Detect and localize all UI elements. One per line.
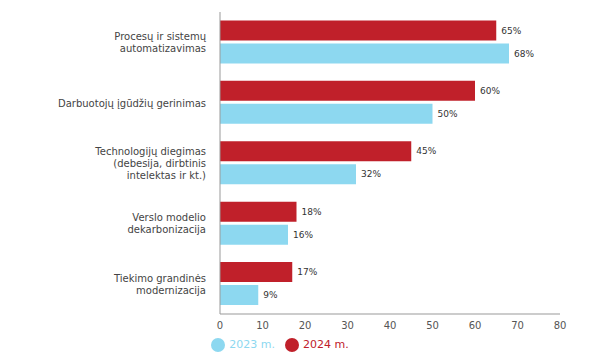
svg-text:18%: 18% [302,207,322,217]
svg-text:16%: 16% [293,230,313,240]
svg-text:Darbuotojų įgūdžių gerinimas: Darbuotojų įgūdžių gerinimas [58,98,206,109]
svg-text:0: 0 [217,320,223,331]
svg-text:32%: 32% [361,169,381,179]
svg-text:68%: 68% [514,49,534,59]
svg-text:70: 70 [511,320,524,331]
svg-text:60%: 60% [480,86,500,96]
svg-text:50%: 50% [438,109,458,119]
svg-text:45%: 45% [416,146,436,156]
html-text:2023 m.: 2023 m. [229,338,275,351]
svg-text:65%: 65% [501,26,521,36]
svg-text:30: 30 [341,320,354,331]
svg-text:Verslo modeliodekarbonizacija: Verslo modeliodekarbonizacija [128,212,207,235]
svg-text:80: 80 [554,320,567,331]
svg-text:9%: 9% [263,290,278,300]
html-text:2024 m.: 2024 m. [303,338,349,351]
svg-text:50: 50 [426,320,439,331]
svg-text:17%: 17% [297,267,317,277]
svg-text:10: 10 [256,320,269,331]
svg-text:20: 20 [299,320,312,331]
svg-text:40: 40 [384,320,397,331]
svg-text:60: 60 [469,320,482,331]
svg-text:Tiekimo grandinėsmodernizacija: Tiekimo grandinėsmodernizacija [113,273,206,296]
svg-text:Procesų ir sistemųautomatizavi: Procesų ir sistemųautomatizavimas [114,31,206,54]
svg-text:Technologijų diegimas(debesija: Technologijų diegimas(debesija, dirbtini… [94,146,206,181]
